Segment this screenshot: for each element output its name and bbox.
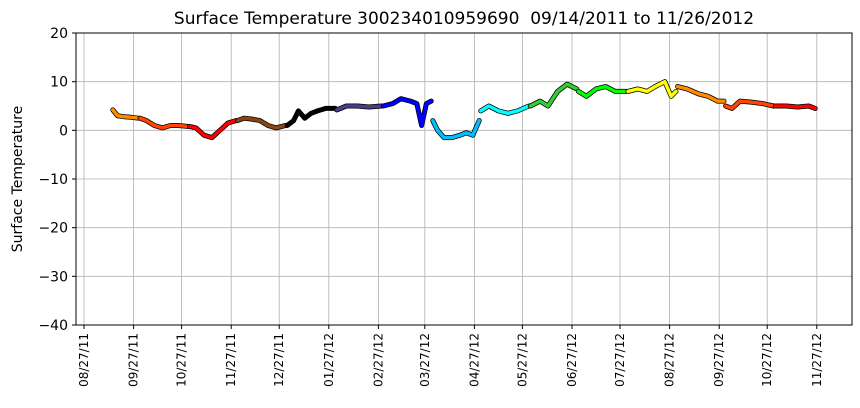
y-axis-label: Surface Temperature bbox=[10, 106, 26, 252]
x-tick-label: 11/27/12 bbox=[810, 333, 824, 387]
y-tick-label: −20 bbox=[38, 221, 68, 237]
data-line bbox=[723, 99, 776, 111]
data-line bbox=[576, 84, 629, 99]
data-line bbox=[111, 108, 141, 120]
x-tick-label: 08/27/11 bbox=[77, 333, 91, 387]
data-line bbox=[528, 82, 579, 108]
data-line bbox=[431, 118, 481, 140]
x-tick-label: 11/27/11 bbox=[224, 333, 238, 387]
chart-title: Surface Temperature 300234010959690 09/1… bbox=[174, 9, 754, 29]
data-line bbox=[675, 84, 726, 103]
data-line bbox=[381, 96, 433, 128]
x-tick-label: 04/27/12 bbox=[467, 333, 481, 387]
x-tick-label: 01/27/12 bbox=[322, 333, 336, 387]
x-tick-label: 03/27/12 bbox=[418, 333, 432, 387]
y-tick-label: −30 bbox=[38, 269, 68, 285]
data-line bbox=[335, 104, 384, 112]
y-tick-label: −10 bbox=[38, 172, 68, 188]
y-tick-label: 20 bbox=[50, 26, 68, 42]
data-line bbox=[187, 118, 238, 140]
x-tick-label: 10/27/11 bbox=[175, 333, 189, 387]
x-tick-label: 08/27/12 bbox=[663, 333, 677, 387]
x-tick-label: 09/27/12 bbox=[712, 333, 726, 387]
x-tick-label: 07/27/12 bbox=[613, 333, 627, 387]
y-tick-label: 0 bbox=[59, 123, 68, 139]
data-line bbox=[626, 79, 678, 99]
x-tick-label: 10/27/12 bbox=[760, 333, 774, 387]
data-line bbox=[285, 106, 337, 128]
x-tick-label: 09/27/11 bbox=[127, 333, 141, 387]
x-tick-label: 06/27/12 bbox=[565, 333, 579, 387]
x-tick-label: 05/27/12 bbox=[515, 333, 529, 387]
data-line bbox=[138, 116, 190, 130]
data-line bbox=[235, 116, 288, 130]
data-line bbox=[773, 104, 817, 111]
y-tick-label: −40 bbox=[38, 318, 68, 334]
x-tick-label: 12/27/11 bbox=[272, 333, 286, 387]
data-line bbox=[479, 104, 531, 116]
plot-frame bbox=[75, 32, 853, 326]
y-tick-label: 10 bbox=[50, 75, 68, 91]
x-tick-label: 02/27/12 bbox=[371, 333, 385, 387]
